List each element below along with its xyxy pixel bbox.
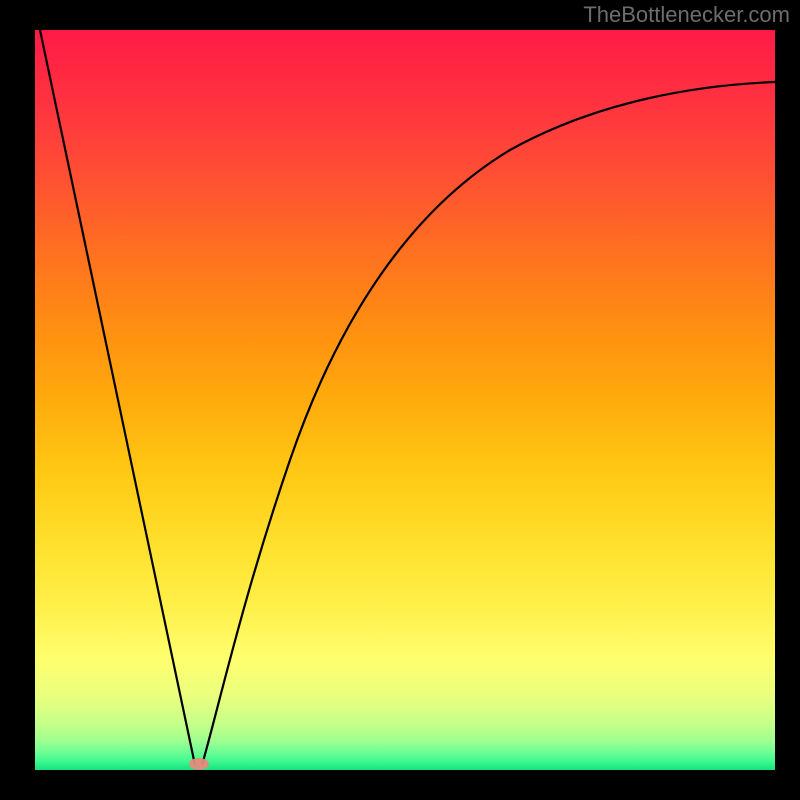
bottleneck-chart bbox=[0, 0, 800, 800]
minimum-marker bbox=[189, 758, 209, 770]
watermark-label: TheBottlenecker.com bbox=[583, 2, 790, 28]
plot-area bbox=[35, 30, 775, 770]
chart-container: TheBottlenecker.com bbox=[0, 0, 800, 800]
